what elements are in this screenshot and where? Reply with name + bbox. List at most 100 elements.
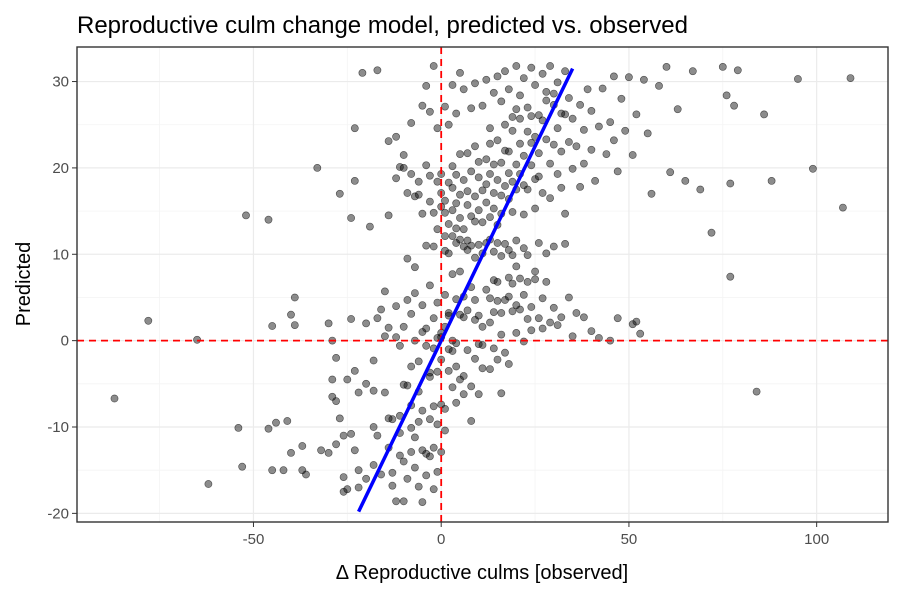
- data-point: [441, 290, 449, 299]
- data-point: [429, 314, 438, 323]
- data-point: [456, 150, 464, 158]
- data-point: [369, 461, 378, 469]
- data-point: [369, 423, 378, 431]
- data-point: [234, 423, 243, 432]
- data-point: [718, 63, 727, 71]
- data-point: [459, 390, 468, 399]
- data-point: [410, 433, 419, 442]
- data-point: [471, 354, 479, 363]
- data-point: [553, 321, 562, 329]
- data-point: [444, 345, 453, 354]
- data-point: [287, 310, 295, 319]
- data-point: [456, 267, 464, 276]
- data-point: [302, 470, 310, 479]
- data-point: [471, 296, 479, 304]
- data-point: [467, 212, 476, 221]
- data-point: [459, 176, 468, 184]
- data-point: [561, 239, 569, 248]
- data-point: [380, 332, 389, 341]
- data-point: [268, 466, 277, 475]
- data-point: [463, 149, 472, 158]
- data-point: [647, 189, 656, 198]
- data-point: [794, 75, 802, 83]
- data-point: [407, 423, 416, 432]
- data-point: [422, 82, 431, 90]
- data-point: [527, 303, 536, 311]
- data-point: [598, 84, 607, 93]
- data-point: [553, 124, 562, 133]
- data-point: [399, 497, 408, 506]
- fit-line: [357, 67, 575, 513]
- y-tick-label: 0: [61, 333, 69, 350]
- data-point: [508, 279, 517, 288]
- data-point: [508, 251, 517, 259]
- data-point: [441, 208, 449, 217]
- data-point: [568, 164, 577, 173]
- data-point: [504, 85, 513, 94]
- data-point: [478, 101, 487, 110]
- data-point: [287, 448, 295, 457]
- data-point: [238, 462, 247, 471]
- data-point: [489, 160, 498, 169]
- y-tick-label: 10: [52, 246, 69, 263]
- data-point: [332, 440, 340, 449]
- data-point: [347, 429, 355, 438]
- data-point: [534, 149, 543, 158]
- data-point: [497, 389, 506, 398]
- data-point: [839, 203, 847, 212]
- data-point: [474, 240, 483, 249]
- data-points: [110, 62, 855, 506]
- data-point: [298, 442, 307, 450]
- data-point: [549, 242, 558, 251]
- data-point: [542, 88, 551, 96]
- data-point: [452, 239, 461, 247]
- data-point: [448, 162, 457, 171]
- x-tick-label: 100: [804, 531, 829, 548]
- data-point: [399, 322, 408, 331]
- data-point: [527, 326, 536, 335]
- data-point: [467, 382, 476, 391]
- data-point: [580, 125, 588, 134]
- data-point: [497, 97, 506, 106]
- data-point: [399, 457, 408, 466]
- data-point: [343, 375, 352, 384]
- fit-line-segment: [357, 67, 575, 513]
- data-point: [632, 317, 641, 326]
- data-point: [516, 139, 524, 148]
- data-point: [486, 170, 494, 178]
- data-point: [418, 209, 427, 218]
- data-point: [504, 147, 513, 156]
- data-point: [489, 189, 498, 197]
- x-tick-label: 0: [437, 531, 445, 548]
- data-point: [459, 225, 468, 234]
- data-point: [395, 163, 404, 171]
- data-point: [444, 178, 453, 187]
- data-point: [482, 285, 491, 294]
- data-point: [433, 298, 442, 307]
- data-point: [452, 224, 461, 233]
- data-point: [516, 114, 524, 123]
- data-point: [846, 74, 855, 82]
- data-point: [531, 204, 539, 213]
- data-point: [429, 62, 438, 70]
- data-point: [752, 387, 761, 396]
- data-point: [403, 189, 412, 197]
- data-point: [501, 146, 509, 155]
- data-point: [429, 402, 438, 411]
- data-point: [617, 94, 626, 103]
- data-point: [317, 446, 325, 455]
- grid: [77, 47, 888, 522]
- data-point: [478, 322, 487, 331]
- data-point: [534, 172, 543, 181]
- data-point: [384, 211, 393, 220]
- data-point: [429, 485, 438, 494]
- data-point: [722, 91, 731, 100]
- data-point: [546, 194, 554, 202]
- data-point: [373, 66, 382, 75]
- data-point: [448, 206, 457, 215]
- data-point: [448, 81, 457, 89]
- data-point: [486, 365, 494, 373]
- data-point: [519, 290, 528, 299]
- data-point: [425, 281, 434, 290]
- data-point: [534, 239, 543, 247]
